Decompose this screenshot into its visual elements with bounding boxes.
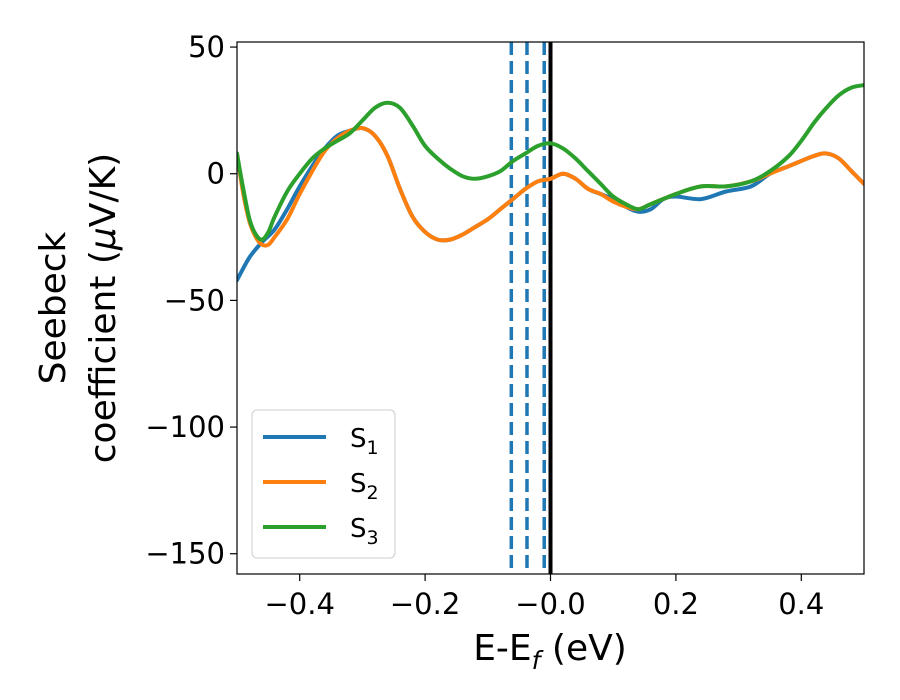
series-line-s3 xyxy=(237,83,864,242)
y-axis-ticks: 50 0 −50 −100 −150 xyxy=(145,30,237,571)
legend-label-s3: S3 xyxy=(350,514,379,549)
y-axis-label-line1: Seebeck xyxy=(33,231,74,384)
y-tick-label: 50 xyxy=(188,30,225,64)
x-tick-label: 0.2 xyxy=(653,587,699,621)
y-tick-label: −100 xyxy=(145,410,225,444)
x-tick-label: 0.4 xyxy=(778,587,824,621)
y-tick-label: 0 xyxy=(207,157,225,191)
y-axis-label-line2: coefficient (μV/K) xyxy=(83,153,124,463)
legend-label-s1: S1 xyxy=(350,424,379,459)
reference-lines xyxy=(509,42,553,574)
x-tick-label: −0.2 xyxy=(390,587,460,621)
y-axis-label: Seebeck coefficient (μV/K) xyxy=(33,153,124,463)
x-axis-label: E-Ef (eV) xyxy=(473,628,627,675)
x-tick-label: −0.0 xyxy=(515,587,585,621)
x-axis-ticks: −0.4 −0.2 −0.0 0.2 0.4 xyxy=(264,574,824,621)
legend-label-s2: S2 xyxy=(350,469,379,504)
legend: S1 S2 S3 xyxy=(251,409,396,559)
series-lines xyxy=(237,83,864,283)
x-tick-label: −0.4 xyxy=(264,587,334,621)
y-tick-label: −50 xyxy=(164,283,225,317)
y-tick-label: −150 xyxy=(145,537,225,571)
